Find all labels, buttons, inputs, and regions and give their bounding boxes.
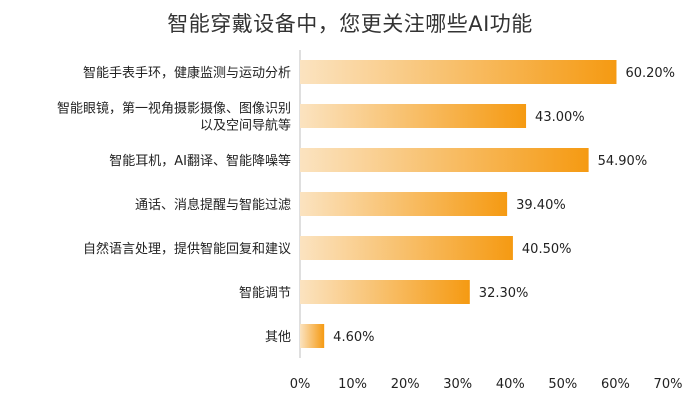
x-axis-ticks: 0% 10% 20% 30% 40% 50% 60% 70% <box>290 377 683 392</box>
value-label: 4.60% <box>333 330 374 345</box>
value-label: 60.20% <box>625 66 675 81</box>
value-label: 43.00% <box>535 110 585 125</box>
bar <box>300 192 508 216</box>
bar <box>300 148 589 172</box>
x-tick-label: 20% <box>391 377 420 392</box>
x-tick-label: 30% <box>443 377 472 392</box>
x-tick-label: 10% <box>338 377 367 392</box>
category-label: 通话、消息提醒与智能过滤 <box>135 197 291 213</box>
bar <box>300 324 325 348</box>
category-label: 以及空间导航等 <box>200 118 291 134</box>
bar <box>300 60 617 84</box>
x-tick-label: 0% <box>290 377 311 392</box>
category-label: 智能耳机，AI翻译、智能降噪等 <box>109 153 291 169</box>
value-label: 32.30% <box>479 286 529 301</box>
bar <box>300 236 513 260</box>
bars-group: 60.20% 智能手表手环，健康监测与运动分析 43.00% 智能眼镜，第一视角摄影摄… <box>57 60 675 348</box>
x-tick-label: 50% <box>548 377 577 392</box>
value-label: 39.40% <box>516 198 566 213</box>
x-tick-label: 40% <box>496 377 525 392</box>
chart-title: 智能穿戴设备中，您更关注哪些AI功能 <box>167 12 533 36</box>
bar <box>300 280 470 304</box>
value-label: 54.90% <box>598 154 648 169</box>
x-tick-label: 60% <box>601 377 630 392</box>
category-label: 智能调节 <box>239 286 291 301</box>
category-label: 智能手表手环，健康监测与运动分析 <box>83 65 291 81</box>
category-label: 自然语言处理，提供智能回复和建议 <box>83 241 291 257</box>
bar <box>300 104 527 128</box>
category-label: 其他 <box>265 330 291 345</box>
x-tick-label: 70% <box>654 377 683 392</box>
category-label: 智能眼镜，第一视角摄影摄像、图像识别 <box>57 102 291 117</box>
value-label: 40.50% <box>522 242 572 257</box>
